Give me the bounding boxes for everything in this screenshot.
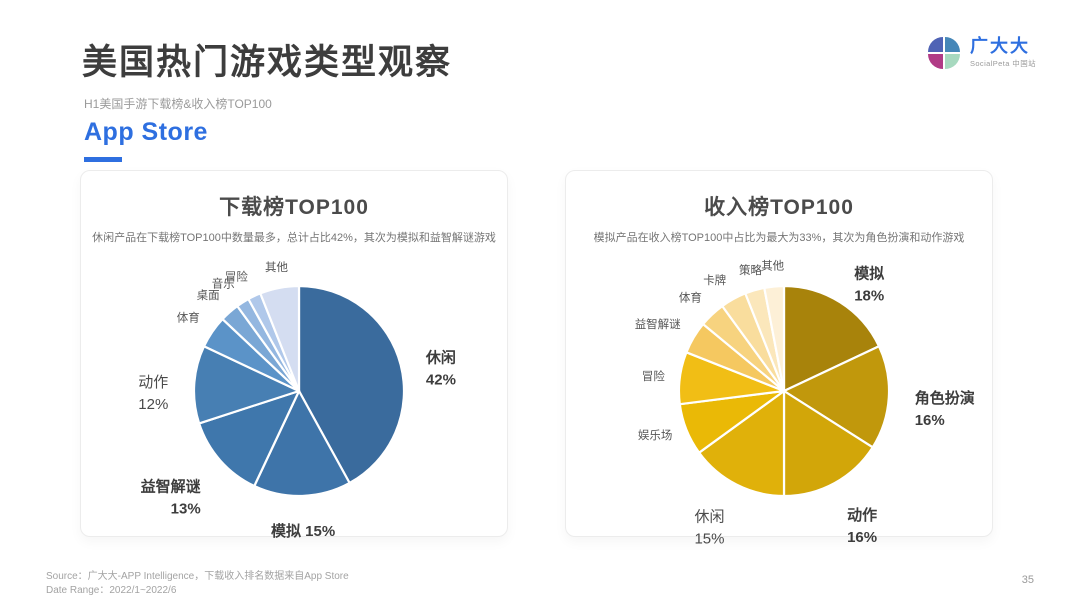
pie-label-策略: 策略 (739, 263, 762, 277)
footer-source: Source：广大大-APP Intelligence，下载收入排名数据来自Ap… (46, 571, 349, 582)
pie-label-卡牌: 卡牌 (703, 273, 726, 287)
pie-label-其他: 其他 (761, 260, 784, 273)
pie-slice-角色扮演 (782, 345, 891, 449)
pie-label-其他: 其他 (265, 261, 288, 274)
logo-text: 广大大 (969, 36, 1030, 57)
pie-slice-其他 (763, 284, 786, 393)
pie-slice-休闲 (297, 284, 406, 485)
pie-slice-模拟 (782, 284, 881, 393)
platform-label: App Store (84, 118, 208, 146)
pie-label-动作: 动作 12% (138, 374, 168, 413)
accent-bar (84, 157, 122, 162)
logo-pie-icon (927, 37, 960, 69)
revenue-chart-title: 收入榜TOP100 (704, 196, 854, 219)
pie-slice-动作 (192, 345, 301, 425)
pie-label-音乐: 音乐 (212, 277, 235, 291)
download-chart-card: 下载榜TOP100 休闲产品在下载榜TOP100中数量最多，总计占比42%，其次… (80, 170, 508, 540)
pie-label-休闲: 休闲 42% (425, 348, 456, 388)
pie-label-益智解谜: 益智解谜 (635, 317, 681, 331)
brand-logo: 广大大 SocialPeta 中国站 (926, 35, 1036, 71)
pie-label-娱乐场: 娱乐场 (638, 428, 673, 442)
pie-label-休闲: 休闲 15% (694, 509, 724, 548)
pie-slice-动作 (782, 389, 874, 498)
download-chart-title: 下载榜TOP100 (219, 196, 369, 219)
page-title: 美国热门游戏类型观察 (82, 43, 453, 82)
download-chart-subtitle: 休闲产品在下载榜TOP100中数量最多，总计占比42%，其次为模拟和益智解谜游戏 (92, 232, 496, 244)
pie-label-冒险: 冒险 (642, 369, 665, 383)
pie-label-动作: 动作 16% (847, 506, 877, 546)
page-number: 35 (1021, 574, 1034, 586)
pie-slice-休闲 (698, 389, 786, 498)
logo-subtext: SocialPeta 中国站 (969, 59, 1036, 69)
revenue-chart-subtitle: 模拟产品在收入榜TOP100中占比为最大为33%，其次为角色扮演和动作游戏 (593, 232, 965, 244)
pie-label-体育: 体育 (177, 311, 200, 325)
footer: Source：广大大-APP Intelligence，下载收入排名数据来自Ap… (46, 570, 349, 598)
pie-slice-其他 (259, 284, 301, 393)
pie-label-桌面: 桌面 (197, 289, 220, 302)
pie-slice-模拟 (253, 389, 351, 498)
revenue-chart-card: 收入榜TOP100 模拟产品在收入榜TOP100中占比为最大为33%，其次为角色… (565, 170, 993, 548)
pie-label-模拟: 模拟 18% (854, 264, 884, 304)
pie-slice-益智解谜 (198, 389, 301, 488)
pie-label-角色扮演: 角色扮演 16% (915, 389, 975, 429)
page-subtitle: H1美国手游下载榜&收入榜TOP100 (84, 97, 272, 111)
pie-label-模拟: 模拟 15% (271, 522, 335, 540)
pie-label-体育: 体育 (679, 291, 702, 305)
footer-date-range: Date Range：2022/1~2022/6 (46, 585, 177, 596)
header: 美国热门游戏类型观察 H1美国手游下载榜&收入榜TOP100 App Store (82, 34, 452, 162)
pie-label-益智解谜: 益智解谜 13% (141, 478, 202, 518)
pie-label-冒险: 冒险 (225, 269, 248, 283)
